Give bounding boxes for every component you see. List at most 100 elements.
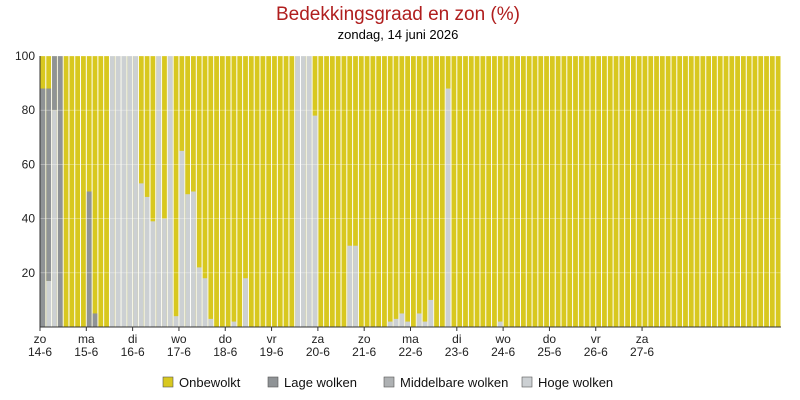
bar-onbewolkt bbox=[677, 56, 683, 327]
bar-onbewolkt bbox=[532, 56, 538, 327]
bar-onbewolkt bbox=[266, 56, 272, 327]
chart-title: Bedekkingsgraad en zon (%) bbox=[276, 4, 520, 25]
bar-onbewolkt bbox=[335, 56, 341, 327]
bar-onbewolkt bbox=[318, 56, 324, 327]
bar-onbewolkt bbox=[619, 56, 625, 327]
bar-hoge-wolken bbox=[46, 280, 52, 327]
bar-onbewolkt bbox=[706, 56, 712, 327]
bar-hoge-wolken bbox=[301, 56, 306, 327]
bar-onbewolkt bbox=[387, 56, 393, 327]
bar-onbewolkt bbox=[526, 56, 532, 327]
bar-onbewolkt bbox=[497, 56, 503, 327]
legend-label: Lage wolken bbox=[284, 375, 357, 390]
bar-onbewolkt bbox=[173, 56, 179, 327]
bar-onbewolkt bbox=[260, 56, 266, 327]
bar-onbewolkt bbox=[405, 56, 410, 327]
bar-hoge-wolken bbox=[185, 194, 191, 327]
bar-onbewolkt bbox=[625, 56, 630, 327]
bar-onbewolkt bbox=[769, 56, 775, 327]
bar-onbewolkt bbox=[509, 56, 515, 327]
bar-onbewolkt bbox=[648, 56, 654, 327]
y-tick-label: 20 bbox=[22, 266, 36, 280]
x-tick-label-day: di bbox=[128, 332, 137, 346]
bar-hoge-wolken bbox=[497, 321, 503, 327]
bar-hoge-wolken bbox=[115, 56, 121, 327]
bar-onbewolkt bbox=[584, 56, 590, 327]
bar-onbewolkt bbox=[764, 56, 769, 327]
bar-hoge-wolken bbox=[312, 115, 318, 328]
bar-onbewolkt bbox=[555, 56, 561, 327]
bar-onbewolkt bbox=[578, 56, 584, 327]
bar-onbewolkt bbox=[480, 56, 486, 327]
x-tick-label-date: 18-6 bbox=[213, 345, 237, 359]
x-tick-label-date: 20-6 bbox=[306, 345, 330, 359]
chart-subtitle: zondag, 14 juni 2026 bbox=[338, 27, 459, 42]
bar-onbewolkt bbox=[370, 56, 376, 327]
bar-onbewolkt bbox=[671, 56, 677, 327]
bar-onbewolkt bbox=[468, 56, 474, 327]
x-tick-label-day: do bbox=[219, 332, 233, 346]
bar-onbewolkt bbox=[202, 56, 208, 327]
x-tick-label-day: zo bbox=[34, 332, 47, 346]
bar-hoge-wolken bbox=[150, 221, 156, 327]
bar-onbewolkt bbox=[549, 56, 555, 327]
bar-onbewolkt bbox=[544, 56, 549, 327]
bar-onbewolkt bbox=[358, 56, 364, 327]
x-tick-label-day: vr bbox=[267, 332, 277, 346]
bar-onbewolkt bbox=[723, 56, 729, 327]
bar-onbewolkt bbox=[492, 56, 497, 327]
bar-onbewolkt bbox=[688, 56, 694, 327]
x-tick-label-date: 24-6 bbox=[491, 345, 515, 359]
bar-hoge-wolken bbox=[416, 313, 422, 327]
y-tick-label: 100 bbox=[15, 49, 35, 63]
bar-onbewolkt bbox=[434, 56, 439, 327]
bar-onbewolkt bbox=[700, 56, 706, 327]
bar-onbewolkt bbox=[277, 56, 283, 327]
bar-hoge-wolken bbox=[306, 56, 312, 327]
bar-onbewolkt bbox=[561, 56, 567, 327]
bar-lage-wolken bbox=[86, 191, 92, 327]
bar-onbewolkt bbox=[254, 56, 260, 327]
bar-onbewolkt bbox=[607, 56, 613, 327]
bar-onbewolkt bbox=[740, 56, 746, 327]
x-tick-label-day: ma bbox=[78, 332, 95, 346]
bar-onbewolkt bbox=[225, 56, 231, 327]
bar-onbewolkt bbox=[775, 56, 781, 327]
bar-onbewolkt bbox=[752, 56, 758, 327]
bar-hoge-wolken bbox=[109, 56, 115, 327]
bar-hoge-wolken bbox=[399, 313, 405, 327]
bar-onbewolkt bbox=[474, 56, 480, 327]
x-tick-label-date: 25-6 bbox=[537, 345, 561, 359]
bar-onbewolkt bbox=[573, 56, 578, 327]
bar-hoge-wolken bbox=[121, 56, 127, 327]
legend-swatch bbox=[162, 376, 174, 388]
bar-lage-wolken bbox=[40, 88, 46, 328]
bar-onbewolkt bbox=[422, 56, 428, 327]
bar-hoge-wolken bbox=[295, 56, 301, 327]
x-tick-label-date: 17-6 bbox=[167, 345, 191, 359]
bar-hoge-wolken bbox=[144, 196, 150, 327]
y-tick-label: 40 bbox=[22, 212, 36, 226]
bar-onbewolkt bbox=[98, 56, 104, 327]
bar-hoge-wolken bbox=[202, 278, 208, 327]
bar-onbewolkt bbox=[329, 56, 335, 327]
bar-hoge-wolken bbox=[138, 183, 144, 327]
x-tick-label-day: wo bbox=[170, 332, 187, 346]
bar-onbewolkt bbox=[567, 56, 573, 327]
bar-onbewolkt bbox=[428, 56, 434, 327]
bar-onbewolkt bbox=[683, 56, 688, 327]
bar-onbewolkt bbox=[712, 56, 717, 327]
bar-onbewolkt bbox=[237, 56, 243, 327]
bar-onbewolkt bbox=[613, 56, 619, 327]
x-axis: zo14-6ma15-6di16-6wo17-6do18-6vr19-6za20… bbox=[28, 326, 781, 359]
bar-onbewolkt bbox=[324, 56, 329, 327]
bar-hoge-wolken bbox=[191, 191, 196, 327]
bar-onbewolkt bbox=[463, 56, 468, 327]
bar-onbewolkt bbox=[636, 56, 642, 327]
legend-label: Middelbare wolken bbox=[400, 375, 508, 390]
legend-swatch bbox=[383, 376, 395, 388]
bar-hoge-wolken bbox=[127, 56, 133, 327]
bar-lage-wolken bbox=[57, 56, 63, 327]
bar-hoge-wolken bbox=[167, 56, 173, 327]
